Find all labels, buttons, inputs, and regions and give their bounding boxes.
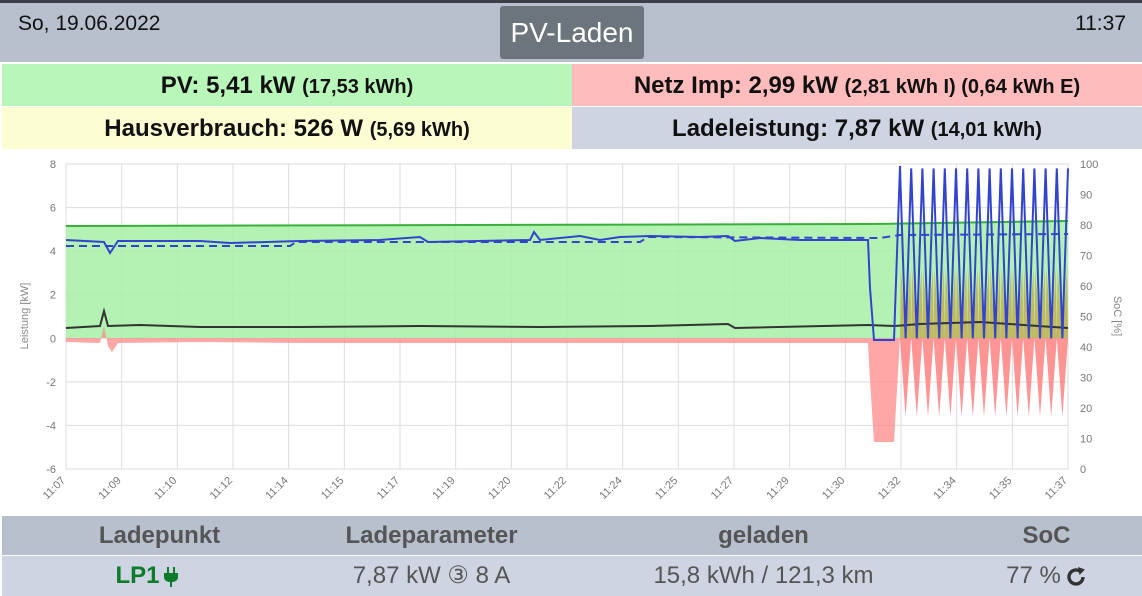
col-ladepunkt: Ladepunkt bbox=[98, 522, 221, 549]
chart-fills bbox=[66, 221, 1068, 442]
chart-lines bbox=[65, 165, 1069, 341]
grid-energy: (2,81 kWh I) (0,64 kWh E) bbox=[844, 76, 1081, 98]
y-axis-label: Leistung [kW] bbox=[19, 283, 31, 350]
house-power: Hausverbrauch: 526 W bbox=[104, 115, 364, 142]
x-tick-label: 11:22 bbox=[542, 475, 569, 502]
y-tick-label: -2 bbox=[46, 377, 56, 389]
house-energy: (5,69 kWh) bbox=[369, 119, 470, 141]
loadpoint-soc-cell: 77 % bbox=[904, 556, 1142, 596]
loadpoint-name-cell[interactable]: LP1 bbox=[4, 556, 289, 596]
loadpoint-row[interactable]: LP1 7,87 kW ③ 8 A 15,8 kWh / 121,3 km 77… bbox=[2, 556, 1142, 596]
y2-tick-label: 10 bbox=[1080, 434, 1092, 446]
charge-area bbox=[900, 268, 1068, 339]
y2-tick-label: 40 bbox=[1080, 342, 1092, 354]
y-tick-label: 8 bbox=[50, 159, 56, 171]
y2-tick-label: 50 bbox=[1080, 312, 1092, 324]
date-display: So, 19.06.2022 bbox=[18, 12, 161, 35]
y2-tick-label: 60 bbox=[1080, 281, 1092, 293]
x-tick-label: 11:30 bbox=[820, 475, 847, 502]
refresh-icon[interactable] bbox=[1065, 566, 1087, 588]
col-ladeparameter: Ladeparameter bbox=[345, 522, 518, 549]
soc-line bbox=[66, 233, 1069, 247]
x-tick-label: 11:19 bbox=[430, 475, 457, 502]
x-tick-label: 11:25 bbox=[653, 475, 680, 502]
x-tick-label: 11:32 bbox=[876, 475, 903, 502]
charge-energy: (14,01 kWh) bbox=[930, 119, 1042, 141]
y-tick-label: 4 bbox=[50, 246, 56, 258]
loadpoint-header: Ladepunkt Ladeparameter geladen SoC bbox=[2, 516, 1142, 555]
y2-tick-label: 90 bbox=[1080, 190, 1092, 202]
x-tick-label: 11:34 bbox=[931, 475, 958, 502]
header-bar: So, 19.06.2022 PV-Laden 11:37 bbox=[0, 3, 1142, 62]
plug-icon bbox=[163, 566, 178, 587]
charge-tile: Ladeleistung: 7,87 kW (14,01 kWh) bbox=[572, 107, 1142, 149]
col-geladen: geladen bbox=[718, 522, 809, 549]
y2-tick-label: 30 bbox=[1080, 373, 1092, 385]
pv-power: PV: 5,41 kW bbox=[160, 72, 296, 99]
charge-mode-button[interactable]: PV-Laden bbox=[500, 6, 644, 59]
x-tick-label: 11:07 bbox=[41, 475, 68, 502]
house-line bbox=[65, 307, 1069, 330]
pv-energy: (17,53 kWh) bbox=[302, 76, 414, 98]
y-tick-label: 6 bbox=[50, 203, 56, 215]
charge-oscillation-line bbox=[899, 168, 1069, 339]
y2-tick-label: 100 bbox=[1080, 159, 1098, 171]
y2-tick-label: 70 bbox=[1080, 251, 1092, 263]
x-tick-label: 11:35 bbox=[987, 475, 1014, 502]
time-display: 11:37 bbox=[1075, 12, 1126, 35]
pv-area bbox=[66, 221, 1068, 338]
loadpoint-charged: 15,8 kWh / 121,3 km bbox=[653, 562, 874, 589]
loadpoint-name[interactable]: LP1 bbox=[115, 562, 160, 589]
y2-tick-label: 80 bbox=[1080, 220, 1092, 232]
x-tick-label: 11:14 bbox=[263, 475, 290, 502]
pv-tile: PV: 5,41 kW (17,53 kWh) bbox=[2, 64, 572, 106]
y2-axis-label: SoC [%] bbox=[1111, 296, 1123, 336]
x-tick-label: 11:27 bbox=[709, 475, 736, 502]
grid-import-area bbox=[900, 338, 1068, 417]
col-soc: SoC bbox=[1022, 522, 1071, 549]
grid-area bbox=[66, 326, 900, 442]
x-tick-label: 11:17 bbox=[375, 475, 402, 502]
y2-tick-label: 0 bbox=[1080, 464, 1086, 476]
x-tick-label: 11:12 bbox=[208, 475, 235, 502]
y-tick-label: 0 bbox=[50, 333, 56, 345]
x-tick-label: 11:15 bbox=[319, 475, 346, 502]
grid-power: Netz Imp: 2,99 kW bbox=[633, 72, 838, 99]
charge-power: Ladeleistung: 7,87 kW bbox=[672, 115, 925, 142]
charge-line bbox=[65, 165, 901, 341]
x-tick-label: 11:37 bbox=[1043, 475, 1070, 502]
top-border bbox=[0, 0, 1142, 3]
y-tick-label: -4 bbox=[46, 420, 56, 432]
x-tick-label: 11:10 bbox=[152, 475, 179, 502]
loadpoint-soc: 77 % bbox=[1006, 562, 1061, 589]
x-tick-label: 11:09 bbox=[96, 475, 123, 502]
x-tick-label: 11:24 bbox=[597, 475, 624, 502]
y-tick-label: 2 bbox=[50, 290, 56, 302]
grid-tile: Netz Imp: 2,99 kW (2,81 kWh I) (0,64 kWh… bbox=[572, 64, 1142, 106]
y-tick-label: -6 bbox=[46, 464, 56, 476]
loadpoint-params[interactable]: 7,87 kW ③ 8 A bbox=[352, 562, 511, 589]
x-tick-label: 11:20 bbox=[486, 475, 513, 502]
house-tile: Hausverbrauch: 526 W (5,69 kWh) bbox=[2, 107, 572, 149]
y2-tick-label: 20 bbox=[1080, 403, 1092, 415]
x-tick-label: 11:29 bbox=[764, 475, 791, 502]
